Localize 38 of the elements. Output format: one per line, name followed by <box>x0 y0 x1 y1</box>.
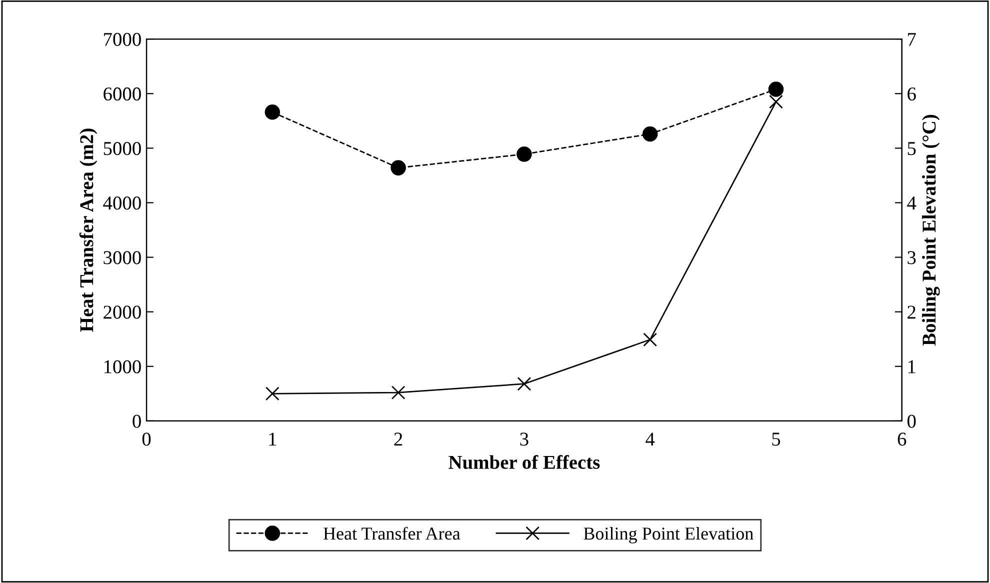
y2-axis-title: Boiling Point Elevation (°C) <box>922 114 940 346</box>
point <box>769 94 783 109</box>
point <box>517 376 532 391</box>
y-tick-label: 4000 <box>103 196 141 210</box>
point <box>391 386 406 400</box>
y2-tick-label: 4 <box>907 196 916 210</box>
point <box>265 386 280 401</box>
y-tick-label: 1000 <box>104 360 141 374</box>
y2-tick-label: 2 <box>908 306 916 319</box>
x-tick-label: 6 <box>898 432 906 446</box>
point <box>516 146 532 162</box>
point <box>642 126 658 142</box>
x-tick-label: 3 <box>520 432 528 446</box>
y2-tick-label: 3 <box>908 251 916 264</box>
y2-tick-label: 7 <box>908 33 916 46</box>
x-tick-label: 1 <box>269 432 276 446</box>
y-tick-label: 2000 <box>104 306 141 319</box>
y-tick-label: 0 <box>132 414 141 428</box>
point <box>264 104 280 120</box>
y-tick-label: 6000 <box>104 87 141 101</box>
y-tick-label: 3000 <box>104 251 141 264</box>
y2-tick-label: 0 <box>907 414 916 428</box>
y2-tick-label: 1 <box>908 360 916 374</box>
point <box>768 82 784 97</box>
y2-tick-label: 6 <box>908 87 916 101</box>
y-tick-label: 5000 <box>104 142 141 156</box>
legend-label: Heat Transfer Area <box>324 526 460 540</box>
y2-tick-label: 5 <box>908 142 916 156</box>
x-tick-label: 2 <box>394 432 402 446</box>
y-axis-title: Heat Transfer Area (m2) <box>79 128 98 332</box>
x-tick-label: 4 <box>646 432 655 446</box>
x-tick-label: 5 <box>772 432 780 446</box>
legend-label: Boiling Point Elevation <box>584 527 754 544</box>
point <box>643 332 658 347</box>
x-axis-title: Number of Effects <box>448 455 600 469</box>
y-tick-label: 7000 <box>104 32 141 46</box>
x-tick-label: 0 <box>142 432 151 446</box>
point <box>390 160 406 176</box>
